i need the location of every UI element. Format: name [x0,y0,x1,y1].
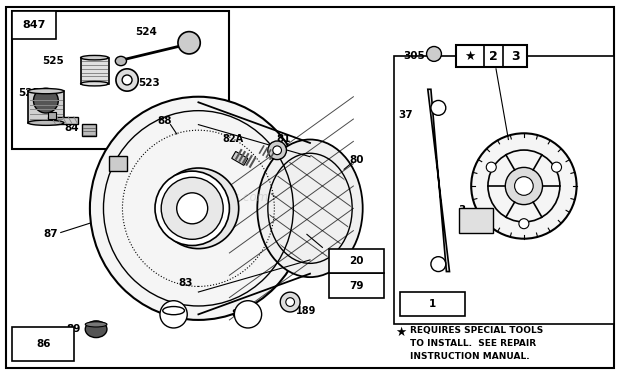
Ellipse shape [81,55,108,60]
Text: 84: 84 [64,124,79,133]
Text: 524: 524 [135,27,157,36]
Bar [108,156,127,171]
Text: 1: 1 [429,299,436,309]
Text: 2: 2 [489,50,498,62]
Bar [12,327,74,361]
Text: 37: 37 [399,110,414,120]
Circle shape [33,88,58,113]
Polygon shape [428,89,450,272]
Ellipse shape [90,97,307,320]
Bar [400,292,465,316]
Bar [329,249,384,273]
Circle shape [158,168,239,248]
Ellipse shape [86,322,107,327]
Text: 3: 3 [511,50,520,62]
Circle shape [519,219,529,229]
Bar [456,45,527,67]
Circle shape [160,301,187,328]
Ellipse shape [28,120,64,125]
Text: 82: 82 [231,310,246,319]
Text: 523: 523 [138,78,160,87]
Text: 305: 305 [403,51,425,61]
Text: 88: 88 [157,116,172,126]
Text: ★: ★ [396,326,407,339]
Circle shape [273,146,281,155]
Circle shape [505,167,542,205]
Circle shape [427,46,441,61]
Text: 85: 85 [32,110,46,120]
Circle shape [431,257,446,272]
Text: 847: 847 [22,20,46,30]
Bar [329,273,384,298]
Ellipse shape [81,81,108,86]
Bar [394,56,614,324]
Circle shape [515,177,533,195]
Circle shape [486,162,496,172]
Circle shape [552,162,562,172]
Bar [81,58,108,84]
Bar [232,151,248,166]
Circle shape [268,141,286,160]
Circle shape [280,292,300,312]
Circle shape [177,193,208,224]
Text: 20: 20 [349,256,364,266]
Text: 3: 3 [458,205,466,215]
Text: replaceparts.com: replaceparts.com [166,191,268,203]
Bar [28,91,64,123]
Circle shape [175,185,222,232]
Text: 80: 80 [350,155,365,165]
Text: 81: 81 [276,135,291,144]
Bar [48,117,78,124]
Text: 83: 83 [179,278,193,288]
Circle shape [122,75,132,85]
Text: 89: 89 [66,324,81,334]
Ellipse shape [115,57,126,65]
Text: 189: 189 [296,307,316,316]
Circle shape [161,177,223,239]
Circle shape [286,298,294,307]
Text: REQUIRES SPECIAL TOOLS
TO INSTALL.  SEE REPAIR
INSTRUCTION MANUAL.: REQUIRES SPECIAL TOOLS TO INSTALL. SEE R… [410,326,543,361]
Circle shape [234,301,262,328]
Circle shape [471,133,577,239]
Bar [459,208,493,232]
Text: 86: 86 [36,339,51,349]
Bar [12,11,229,149]
Ellipse shape [162,307,185,315]
Bar [12,11,56,39]
Circle shape [431,100,446,115]
Bar [82,124,96,136]
Ellipse shape [257,140,363,277]
Text: ★: ★ [464,50,476,62]
Text: 82A: 82A [222,135,243,144]
Circle shape [178,32,200,54]
Ellipse shape [155,171,229,246]
Text: 525: 525 [42,57,64,66]
Text: 79: 79 [349,280,364,291]
Text: 87: 87 [43,230,58,239]
Bar [48,112,56,119]
Text: 525A: 525A [19,88,48,98]
Ellipse shape [86,321,107,338]
Circle shape [116,69,138,91]
Ellipse shape [28,89,64,94]
